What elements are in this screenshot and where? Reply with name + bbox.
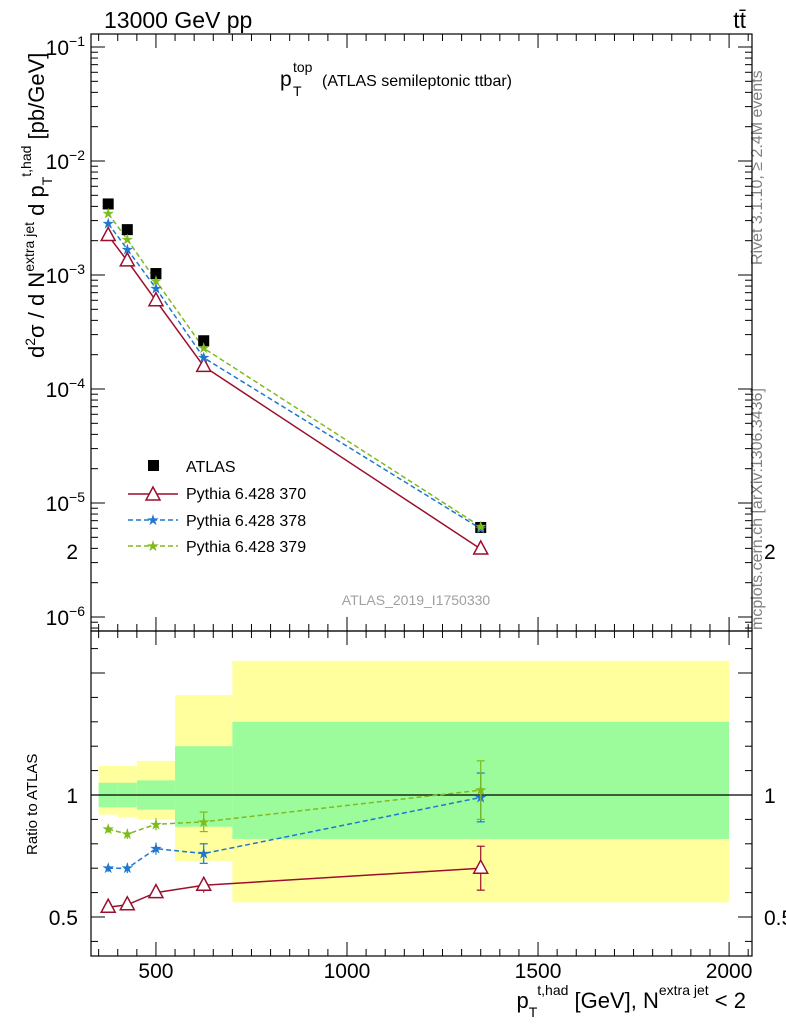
ratio-series-line: [108, 796, 481, 869]
ratio-y-axis-label: Ratio to ATLAS: [24, 754, 41, 855]
y-tick-label: 10−2: [46, 147, 86, 174]
x-tick-labels: 500 1000 1500 2000: [138, 960, 752, 983]
legend-marker-star: ★: [146, 538, 159, 555]
legend-entry-atlas: ATLAS: [148, 459, 236, 476]
legend-entry-378: ★ Pythia 6.428 378: [128, 512, 306, 530]
title-sup: top: [293, 59, 313, 75]
x-tick-label: 500: [138, 960, 173, 983]
main-data-marks: ★★★★★★★★★★: [99, 198, 489, 555]
y-tick-label-right: 2: [764, 541, 776, 564]
ratio-point-star: ★: [121, 826, 134, 843]
ratio-point-star: ★: [101, 821, 114, 838]
ratio-point-star: ★: [149, 841, 162, 858]
data-point-star: ★: [474, 521, 487, 538]
data-point-star: ★: [197, 350, 210, 367]
legend-label: Pythia 6.428 370: [186, 486, 306, 503]
energy-label: 13000 GeV pp: [104, 7, 252, 33]
data-point-atlas: [121, 224, 133, 236]
title-main: p: [280, 68, 292, 91]
data-point-atlas: [475, 521, 487, 533]
data-point-star: ★: [101, 215, 114, 232]
y-tick-label: 10−4: [46, 375, 86, 402]
ratio-point-triangle: [472, 858, 489, 874]
main-axes: [91, 34, 752, 631]
data-point-star: ★: [121, 231, 134, 248]
y-tick-label: 10−3: [46, 261, 86, 288]
data-point-star: ★: [474, 519, 487, 536]
data-point-star: ★: [197, 340, 210, 357]
data-point-star: ★: [121, 241, 134, 258]
ratio-panel: ★ ★ ★ ★ ★ ★ ★ ★ ★ ★ 0.5 0.5 1 1 2 2 Ratio to ATLAS 500…: [24, 541, 786, 1020]
data-point-triangle: [147, 291, 165, 307]
series-line: [107, 213, 482, 528]
y-tick-label: 2: [66, 541, 78, 564]
y-tick-label: 10−5: [46, 489, 86, 516]
ratio-point-triangle: [119, 895, 136, 911]
legend: ATLAS Pythia 6.428 370 ★ Pythia 6.428 37…: [128, 459, 306, 556]
legend-entry-370: Pythia 6.428 370: [128, 485, 306, 503]
ratio-data-marks: ★ ★★ ★★★ ★★ ★★: [99, 760, 489, 913]
y-tick-label: 10−6: [46, 603, 86, 630]
ratio-point-star: ★: [197, 814, 210, 831]
legend-marker-square: [148, 460, 159, 471]
ratio-point-star: ★: [474, 782, 487, 799]
data-point-triangle: [195, 356, 212, 373]
main-panel: ★★★★★★★★★★ 10−1 10−2 10−3 10−4 10−5 10−6…: [18, 33, 753, 632]
legend-marker-triangle: [144, 485, 162, 501]
legend-label: Pythia 6.428 379: [186, 539, 306, 556]
ratio-axes: [91, 631, 752, 956]
y-tick-label-right: 0.5: [764, 907, 786, 930]
ratio-point-star: ★: [149, 816, 162, 833]
chart-title: p top T (ATLAS semileptonic ttbar): [280, 59, 512, 99]
process-label: tt̄: [733, 7, 746, 33]
ratio-point-star: ★: [121, 860, 134, 877]
data-point-star: ★: [101, 206, 114, 223]
data-point-atlas: [198, 335, 210, 347]
x-tick-label: 1500: [515, 960, 562, 983]
title-sub: T: [293, 83, 302, 99]
legend-entry-379: ★ Pythia 6.428 379: [128, 538, 306, 556]
y-tick-label-right: 1: [764, 785, 776, 808]
ratio-point-triangle: [99, 897, 117, 913]
main-y-axis-label: d2σ / d Nextra jet d pTt,had [pb/GeV]: [18, 53, 55, 358]
ratio-frame: [90, 630, 753, 957]
analysis-watermark: ATLAS_2019_I1750330: [342, 592, 491, 608]
y-tick-label: 10−1: [46, 33, 86, 60]
x-axis-label: pTt,had [GeV], Nextra jet < 2: [516, 982, 746, 1020]
x-tick-label: 2000: [706, 960, 753, 983]
rivet-label: Rivet 3.1.10, ≥ 2.4M events: [749, 70, 766, 265]
mcplots-label: mcplots.cern.ch [arXiv:1306.3436]: [749, 388, 766, 630]
legend-label: ATLAS: [186, 459, 236, 476]
x-tick-label: 1000: [324, 960, 371, 983]
y-tick-label: 1: [66, 785, 78, 808]
ratio-point-star: ★: [101, 860, 114, 877]
ratio-y-tick-labels: 0.5 0.5 1 1 2 2: [49, 541, 786, 930]
data-point-triangle: [119, 251, 136, 267]
ratio-point-star: ★: [197, 846, 210, 863]
data-point-triangle: [472, 539, 489, 555]
data-point-star: ★: [149, 273, 162, 290]
uncertainty-bands: [98, 660, 730, 903]
data-point-star: ★: [149, 280, 162, 297]
legend-marker-star: ★: [146, 512, 159, 529]
ratio-point-triangle: [195, 875, 212, 892]
data-point-atlas: [102, 198, 114, 210]
y-tick-label: 0.5: [49, 907, 78, 930]
ratio-point-triangle: [147, 883, 165, 899]
legend-label: Pythia 6.428 378: [186, 513, 306, 530]
title-rest: (ATLAS semileptonic ttbar): [322, 73, 512, 90]
series-line: [107, 223, 482, 530]
data-point-atlas: [150, 268, 162, 280]
data-point-triangle: [99, 225, 117, 242]
